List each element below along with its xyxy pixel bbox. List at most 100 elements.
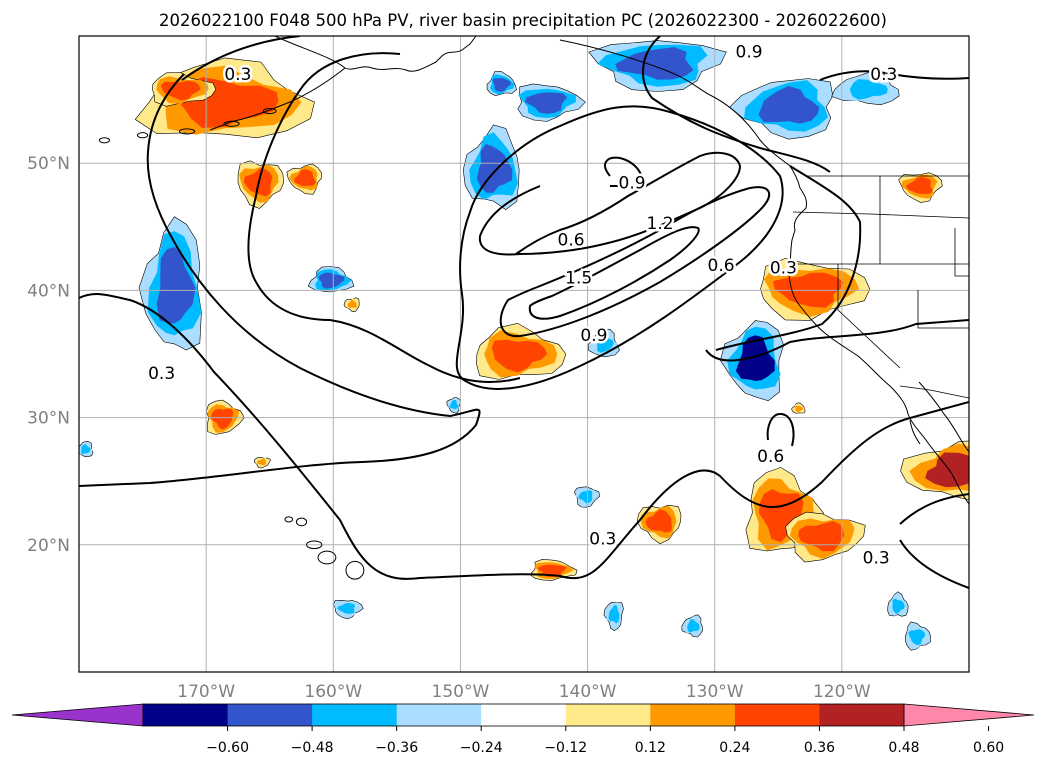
colorbar-tick-label: 0.48 <box>888 740 919 756</box>
precip-anomaly-band <box>849 79 888 100</box>
lat-tick-label: 20°N <box>27 536 70 556</box>
political-borders <box>790 175 969 399</box>
coastline-gulf-of-california <box>918 381 969 453</box>
island-outline <box>306 540 323 550</box>
contour-label: 0.3 <box>148 364 175 384</box>
contour-label: 1.5 <box>565 269 592 289</box>
contour-0.3-ne <box>819 70 969 81</box>
contour-label: 1.2 <box>647 214 674 234</box>
precip-anomaly-band <box>336 603 356 614</box>
contour-label: 0.9 <box>580 326 607 346</box>
island-outline <box>262 108 277 115</box>
lon-tick-label: 140°W <box>559 682 617 702</box>
precip-anomaly-band <box>905 177 933 194</box>
precip-anomaly-region <box>588 328 620 358</box>
colorbar-tick-label: 0.24 <box>719 740 750 756</box>
colorbar-frame <box>142 703 905 727</box>
colorbar-segment <box>396 704 482 726</box>
colorbar-extend-min <box>11 703 144 727</box>
island-outline <box>345 560 365 580</box>
precip-anomaly-region <box>729 78 834 140</box>
colorbar-segment <box>565 704 651 726</box>
colorbar-tick-label: −0.48 <box>291 740 334 756</box>
precip-anomaly-region <box>898 172 943 203</box>
contour-0.9-outer <box>478 151 742 256</box>
axis-tick-labels: 170°W 160°W 150°W 140°W 130°W 120°W 20°N 30°N 40… <box>27 154 871 702</box>
precip-anomaly-region <box>462 124 520 210</box>
contour-0.3-coastal-north <box>641 36 831 173</box>
precip-anomaly-band <box>257 458 267 466</box>
contour-0.3-inland <box>715 165 862 351</box>
precip-anomaly-region <box>517 83 586 122</box>
precip-anomaly-region <box>79 441 94 458</box>
contour-label: 0.3 <box>870 65 897 85</box>
precip-anomaly-region <box>332 599 364 620</box>
precip-anomaly-region <box>720 320 784 402</box>
precip-anomaly-band <box>81 444 91 454</box>
contour-0.3-east <box>899 493 969 589</box>
island-outline <box>284 516 294 523</box>
precip-anomaly-region <box>486 70 517 97</box>
figure-title: 2026022100 F048 500 hPa PV, river basin … <box>159 11 887 30</box>
contour-0.9-inner <box>604 156 643 187</box>
coastline-us-west <box>788 239 909 415</box>
border-arizona <box>917 290 969 329</box>
precip-anomaly-band <box>156 247 196 324</box>
precip-anomaly-region <box>831 71 900 106</box>
precip-anomaly-band <box>596 334 614 353</box>
precip-anomaly-region <box>286 163 322 195</box>
colorbar-tick-label: −0.24 <box>460 740 503 756</box>
precip-anomaly-band <box>925 452 969 488</box>
lon-tick-label: 130°W <box>686 682 744 702</box>
colorbar-segment <box>819 704 905 726</box>
contour-0.3-wavy <box>705 319 969 362</box>
lat-tick-label: 50°N <box>27 154 70 174</box>
contour-label: 0.3 <box>863 549 890 569</box>
precip-anomaly-region <box>446 397 462 414</box>
lon-tick-label: 150°W <box>432 682 490 702</box>
map-content: 0.3 0.3 0.3 0.3 0.3 0.9 0.9 1.2 0.6 1.5 0.6 0.9 0.6 0… <box>79 36 969 672</box>
colorbar-tick-label: −0.12 <box>544 740 587 756</box>
precip-anomaly-band <box>735 335 775 381</box>
precip-anomaly-band <box>449 400 459 410</box>
precip-anomaly-band <box>347 299 357 308</box>
precip-anomaly-band <box>210 408 234 430</box>
precip-anomaly-region <box>254 456 271 469</box>
colorbar-tick-label: 0.60 <box>973 740 1004 756</box>
precip-anomaly-band <box>892 598 905 614</box>
border-us-mexico <box>899 385 969 399</box>
precip-anomaly-region <box>343 297 360 313</box>
precip-anomaly-region <box>785 511 866 563</box>
colorbar-tick-label: −0.60 <box>206 740 249 756</box>
border-nevada <box>837 264 901 369</box>
precip-anomaly-band <box>491 339 548 373</box>
contour-label: 0.9 <box>736 42 763 62</box>
contour-0.6-small-se <box>766 412 795 447</box>
contour-label: 0.3 <box>224 65 251 85</box>
contour-0.6-outer <box>455 105 784 390</box>
colorbar-segment <box>227 704 313 726</box>
coastline-british-columbia <box>789 165 807 241</box>
colorbar-segment <box>734 704 820 726</box>
island-outline <box>136 132 149 139</box>
precip-anomaly-region <box>904 621 931 651</box>
precip-anomaly-region <box>636 504 682 545</box>
colorbar-segment <box>312 704 398 726</box>
precip-anomaly-band <box>608 605 620 624</box>
precip-anomaly-band <box>492 78 511 92</box>
precip-anomaly-band <box>798 521 845 552</box>
precip-anomaly-region <box>791 402 806 414</box>
precip-anomaly-band <box>687 619 700 633</box>
lat-tick-label: 30°N <box>27 409 70 429</box>
island-outline <box>317 550 337 565</box>
precip-anomaly-band <box>758 86 820 124</box>
colorbar-segment <box>650 704 736 726</box>
map-frame <box>78 35 970 673</box>
pv-contour-labels: 0.3 0.3 0.3 0.3 0.3 0.9 0.9 1.2 0.6 1.5 0.6 0.9 0.6 0… <box>146 40 900 571</box>
precip-anomaly-region <box>138 216 202 351</box>
contour-0.3-west <box>79 293 969 580</box>
coastline-gulf-of-alaska <box>559 39 791 167</box>
gridlines <box>79 36 969 672</box>
precip-anomaly-region <box>573 486 600 508</box>
coastlines <box>209 36 969 505</box>
